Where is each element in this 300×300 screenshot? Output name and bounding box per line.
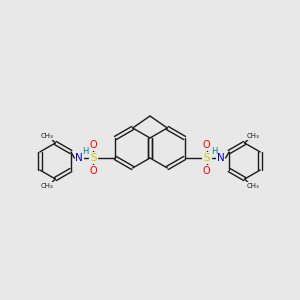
Text: O: O [203,140,211,150]
Text: N: N [217,153,224,163]
Text: S: S [90,153,97,163]
Text: CH₃: CH₃ [41,133,54,139]
Text: H: H [82,148,88,157]
Text: CH₃: CH₃ [246,183,259,189]
Text: S: S [203,153,210,163]
Text: H: H [212,148,218,157]
Text: CH₃: CH₃ [246,133,259,139]
Text: O: O [89,166,97,176]
Text: O: O [89,140,97,150]
Text: CH₃: CH₃ [41,183,54,189]
Text: N: N [76,153,83,163]
Text: O: O [203,166,211,176]
